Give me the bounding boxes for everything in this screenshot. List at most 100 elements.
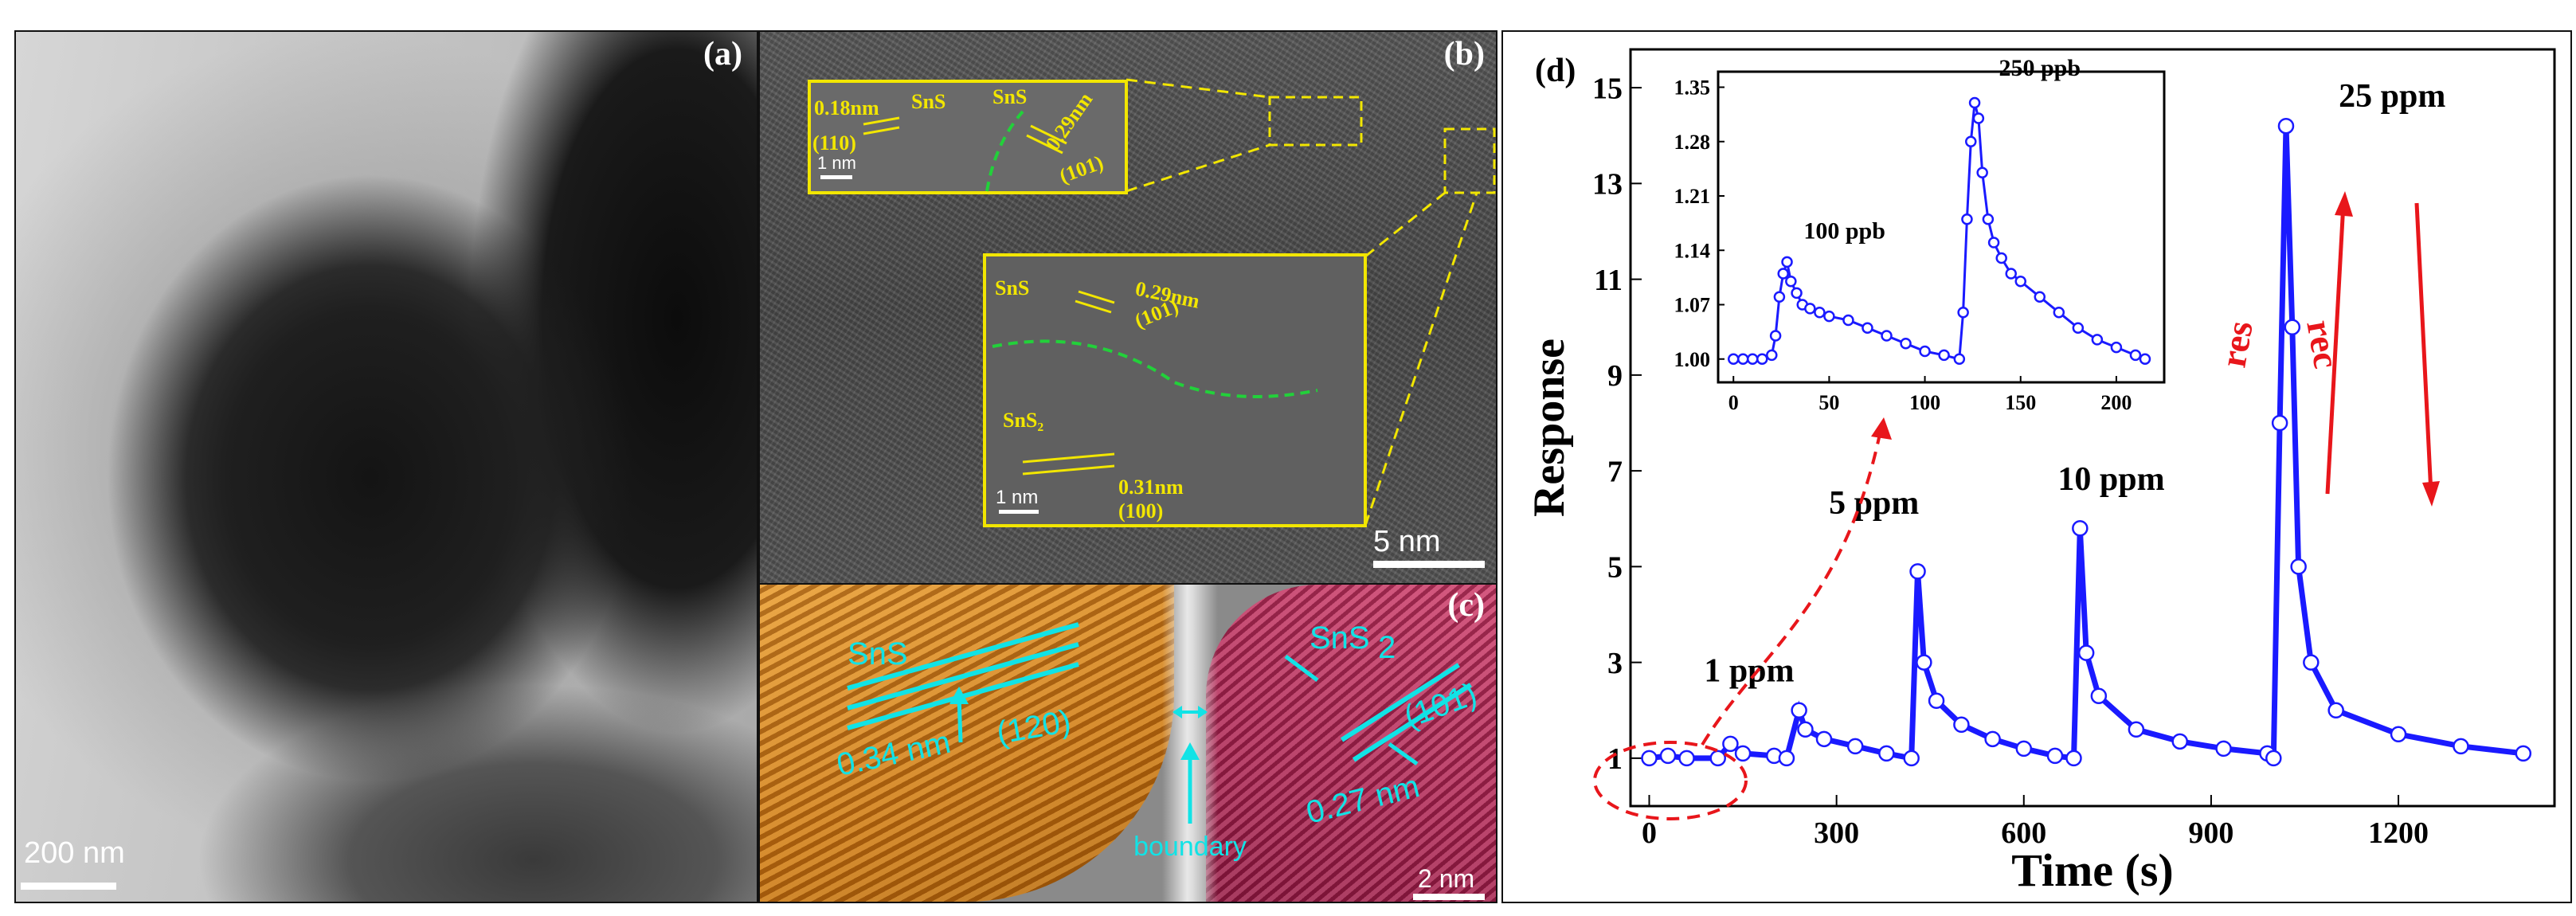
main-data-point bbox=[1734, 745, 1752, 762]
inset2-fringe-line-1 bbox=[1078, 290, 1115, 304]
main-data-point bbox=[1909, 563, 1926, 580]
inset-series-line bbox=[1733, 102, 2146, 361]
main-xtick-label: 0 bbox=[1642, 816, 1657, 850]
panel-c-scale-bar bbox=[1413, 894, 1485, 900]
panel-c-boundary-width-head-left bbox=[1173, 706, 1182, 718]
panel-c-scale-text: 2 nm bbox=[1418, 864, 1474, 893]
panel-a-tem-image: (a) 200 nm bbox=[14, 30, 758, 903]
main-data-point bbox=[2046, 747, 2064, 765]
main-data-point bbox=[1678, 750, 1695, 767]
inset1-fringe-line-1 bbox=[863, 116, 900, 126]
main-xtick-label: 600 bbox=[2001, 816, 2046, 850]
inset-plot-frame bbox=[1717, 70, 2166, 384]
x-axis-label: Time (s) bbox=[2011, 844, 2174, 896]
inset-data-point bbox=[1777, 268, 1789, 280]
panel-a-label: (a) bbox=[703, 36, 742, 72]
main-data-point bbox=[1916, 654, 1932, 671]
main-plot-frame bbox=[1629, 48, 2556, 808]
panel-b-scale-text: 5 nm bbox=[1373, 525, 1440, 558]
main-data-point bbox=[2303, 654, 2320, 671]
main-annotation: rec bbox=[2299, 317, 2347, 371]
inset-data-point bbox=[1769, 330, 1782, 342]
main-xtick-label: 1200 bbox=[2368, 816, 2429, 850]
inset-data-point bbox=[1961, 213, 1973, 225]
main-data-point bbox=[2271, 414, 2288, 432]
main-ytick-label: 1 bbox=[1607, 742, 1623, 776]
panel-b-scale-bar bbox=[1373, 561, 1485, 568]
inset1-connector-bottom bbox=[1126, 143, 1270, 193]
inset-data-point bbox=[1791, 287, 1803, 299]
panel-b-overlay: 0.18nm SnS SnS (110) 0.29nm (101) 1 nm S… bbox=[808, 78, 1496, 568]
panel-c-sns2-arrow-1 bbox=[1284, 655, 1319, 682]
inset2-fringe-line-4 bbox=[1022, 464, 1115, 476]
main-data-point bbox=[2290, 558, 2307, 575]
main-annotation: 25 ppm bbox=[2339, 78, 2445, 115]
inset-annotation: 100 ppb bbox=[1803, 218, 1885, 245]
main-data-point bbox=[2171, 733, 2188, 750]
res-arrow-head bbox=[2335, 191, 2353, 217]
rec-arrow-line bbox=[2414, 202, 2433, 495]
panel-c-sns2-fringe-1 bbox=[1340, 663, 1460, 742]
inset-ytick-label: 1.07 bbox=[1674, 294, 1711, 317]
inset-ytick-label: 1.00 bbox=[1674, 348, 1711, 371]
highlight-connector-head bbox=[1871, 417, 1892, 440]
main-ytick-label: 3 bbox=[1607, 647, 1623, 680]
main-ytick-label: 13 bbox=[1592, 168, 1623, 202]
main-data-point bbox=[2390, 726, 2407, 743]
inset2-source-box bbox=[1443, 127, 1496, 194]
main-data-point bbox=[1878, 745, 1895, 762]
main-data-point bbox=[1722, 735, 1739, 753]
main-data-point bbox=[2515, 745, 2532, 762]
inset-data-point bbox=[1957, 307, 1969, 319]
inset1-fringe-line-3 bbox=[1030, 124, 1067, 145]
inset-ytick-label: 1.14 bbox=[1674, 239, 1711, 262]
inset-data-point bbox=[1747, 353, 1759, 365]
panel-b-label: (b) bbox=[1443, 36, 1485, 72]
inset-ytick-label: 1.28 bbox=[1674, 131, 1711, 154]
panel-c-boundary-pointer-head bbox=[1180, 742, 1200, 760]
main-data-point bbox=[2215, 740, 2232, 757]
main-ytick-label: 7 bbox=[1607, 455, 1623, 488]
main-data-point bbox=[2453, 738, 2469, 755]
panel-b-hrtem-image: (b) 0.18nm SnS SnS (110) 0.29nm (101) 1 … bbox=[758, 30, 1497, 586]
inset1-phase1: SnS bbox=[911, 90, 945, 113]
inset2-phase1: SnS bbox=[995, 276, 1029, 299]
inset1-scale-bar bbox=[820, 175, 852, 179]
inset2-plane2: (100) bbox=[1118, 499, 1163, 523]
inset-data-point bbox=[2072, 322, 2085, 334]
panel-c-sns2-region bbox=[1206, 585, 1496, 902]
inset-data-point bbox=[1987, 237, 2000, 249]
inset-data-point bbox=[1842, 314, 1854, 327]
inset-data-point bbox=[1965, 135, 1977, 147]
inset-data-point bbox=[2129, 349, 2142, 362]
inset2-box bbox=[983, 253, 1367, 527]
main-ytick-label: 5 bbox=[1607, 551, 1623, 585]
inset1-fringe-line-2 bbox=[863, 126, 900, 135]
inset-xtick-label: 200 bbox=[2100, 391, 2132, 414]
main-data-point bbox=[1846, 738, 1864, 755]
main-data-point bbox=[1778, 750, 1795, 767]
y-axis-label: Response bbox=[1525, 339, 1574, 517]
panel-c-overlay: SnS (120) 0.34 nm SnS 2 (101) 0.27 nm bo… bbox=[834, 620, 1485, 900]
inset-xtick-label: 150 bbox=[2005, 391, 2036, 414]
main-data-point bbox=[1797, 721, 1814, 738]
panel-c-sns-region bbox=[760, 585, 1174, 902]
panel-c-left-d: 0.34 nm bbox=[834, 725, 954, 783]
rec-arrow-head bbox=[2422, 481, 2440, 507]
panel-c-label: (c) bbox=[1447, 587, 1485, 624]
inset-data-point bbox=[2005, 268, 2017, 280]
main-xtick-label: 900 bbox=[2188, 816, 2233, 850]
inset-data-point bbox=[2053, 307, 2065, 319]
inset2-connector-top bbox=[1364, 191, 1446, 258]
inset-xtick-label: 100 bbox=[1909, 391, 1940, 414]
inset-data-point bbox=[1900, 338, 1912, 350]
inset-data-point bbox=[1823, 310, 1835, 323]
main-data-point bbox=[2277, 117, 2295, 135]
panel-d-label: (d) bbox=[1535, 53, 1576, 89]
inset1-scale-text: 1 nm bbox=[817, 153, 856, 173]
main-data-point bbox=[1903, 750, 1920, 767]
main-data-point bbox=[2015, 740, 2033, 757]
highlight-ellipse bbox=[1593, 741, 1748, 820]
main-data-point bbox=[1641, 750, 1658, 767]
